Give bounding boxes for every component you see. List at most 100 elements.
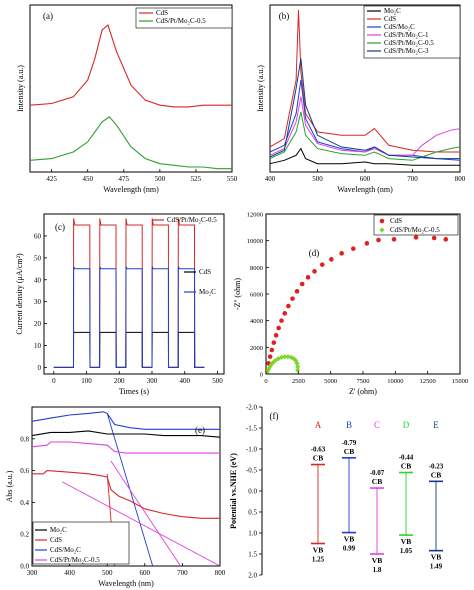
- panel-d-point: [291, 356, 297, 362]
- panel-f-y-tick-label: 0.0: [248, 488, 257, 496]
- panel-b-series-4: [269, 111, 461, 161]
- panel-c-y-tick-label: 0: [38, 364, 42, 372]
- panel-c-legend: CdS/Pt/Mo₂C-0.5 CdS Mo₂C: [152, 216, 217, 296]
- panel-f-y-tick-label: 1.5: [248, 551, 257, 559]
- panel-e-tag: (e): [195, 425, 205, 435]
- panel-e-x-tick-label: 500: [102, 569, 113, 577]
- panel-c-series-1: [53, 331, 205, 368]
- panel-f-ylabel: Potential vs.NHE (eV): [229, 453, 238, 529]
- panel-f-y-tick-label: -1.5: [246, 425, 258, 433]
- panel-e-series-3: [32, 441, 220, 454]
- panel-d-x-tick-label: 0: [264, 378, 267, 385]
- panel-c-y-tick-label: 60: [34, 232, 42, 240]
- panel-f-y-tick-label: 1.0: [248, 530, 257, 538]
- panel-f-band-label: D: [403, 420, 410, 430]
- panel-e-x-tick-label: 300: [27, 569, 38, 577]
- panel-d-point: [269, 347, 275, 353]
- panel-d-point: [329, 257, 334, 262]
- panel-d-point: [282, 311, 288, 316]
- legend-label: CdS/Pt/Mo₂C-0.5: [167, 216, 217, 224]
- panel-b-x-tick-label: 700: [407, 175, 418, 183]
- panel-f-cb-value: -0.23: [429, 462, 444, 470]
- panel-d-point: [312, 269, 317, 274]
- panel-d-point: [272, 358, 278, 364]
- panel-e-legend: Mo₂C CdS CdS/Mo₂C CdS/Pt/Mo₂C-0.5: [32, 521, 130, 565]
- panel-b-series-0: [269, 147, 460, 166]
- panel-d-x-tick-label: 2500: [292, 378, 305, 385]
- panel-d-point: [443, 237, 449, 242]
- panel-c-x-tick-label: 200: [114, 377, 125, 385]
- panel-d-point: [271, 340, 277, 345]
- panel-c-x-tick-label: 400: [179, 377, 190, 385]
- panel-d-point: [267, 354, 273, 359]
- panel-a-legend-box: [135, 7, 233, 29]
- panel-c-ylabel: Current density (μA/cm²): [15, 253, 24, 335]
- panel-f-y-tick-label: 0.5: [248, 509, 257, 517]
- panel-b-x-tick-label: 400: [265, 175, 276, 183]
- panel-d-ylabel: -Z'' (ohm): [233, 278, 242, 310]
- panel-e-tangent: [110, 460, 181, 566]
- panel-b-xlabel: Wavelength (nm): [337, 185, 393, 194]
- panel-c-series-0: [53, 218, 205, 368]
- panel-e-y-tick-label: 0.8: [20, 435, 29, 443]
- panel-e-series-2: [32, 411, 220, 430]
- panel-d-point: [319, 262, 325, 267]
- panel-c-y-tick-label: 50: [34, 254, 42, 262]
- legend-label: CdS/Mo₂C: [384, 23, 415, 31]
- panel-d-point: [275, 356, 281, 362]
- panel-d-x-tick-label: 10000: [387, 378, 403, 385]
- panel-c-frame: [43, 213, 225, 375]
- panel-e-x-tick-label: 600: [140, 569, 151, 577]
- panel-a-xlabel: Wavelength (nm): [103, 185, 159, 194]
- panel-a-x-tick-label: 475: [119, 175, 130, 183]
- panel-d-point: [376, 237, 381, 243]
- panel-b-series-1: [269, 9, 460, 153]
- panel-e-frame: [31, 406, 221, 567]
- panel-d-point: [288, 354, 294, 360]
- legend-label: CdS/Pt/Mo₂C-0.5: [50, 556, 100, 564]
- panel-e-x-tick-label: 700: [177, 569, 188, 577]
- panel-d-frame: [265, 213, 461, 375]
- panel-e-y-tick-label: 0.6: [20, 467, 29, 475]
- panel-b-tag: (b): [279, 11, 290, 21]
- panel-d-point: [294, 289, 300, 294]
- panel-d-y-tick-label: 12000: [247, 212, 263, 219]
- panel-e-y-tick-label: 0.2: [20, 531, 29, 539]
- panel-d-point: [299, 281, 305, 287]
- panel-a-x-tick-label: 525: [191, 175, 202, 183]
- panel-f-cb-label: CB: [401, 462, 411, 471]
- panel-c-series-2: [53, 266, 205, 368]
- panel-b-series-5: [269, 58, 460, 160]
- panel-f-vb-value: 1.25: [312, 556, 325, 564]
- panel-f-y-tick-label: -1.0: [246, 446, 258, 454]
- panel-f-cb-label: CB: [372, 477, 382, 486]
- legend-marker: [379, 227, 385, 233]
- legend-label: CdS/Pt/Mo₂C-1: [384, 31, 429, 39]
- panel-d-point: [431, 235, 437, 241]
- panel-b-x-tick-label: 500: [312, 175, 323, 183]
- panel-a-frame: [29, 4, 233, 173]
- panel-f-cb-value: -0.63: [311, 446, 326, 454]
- panel-d-point: [286, 303, 291, 309]
- legend-label: Mo₂C: [384, 7, 401, 15]
- panel-d-x-tick-label: 12500: [420, 378, 436, 385]
- panel-d-point: [293, 358, 299, 364]
- panel-d-y-tick-label: 4000: [250, 318, 263, 325]
- panel-e-xlabel: Wavelength (nm): [98, 579, 154, 588]
- panel-e-x-tick-label: 400: [64, 569, 75, 577]
- panel-b-legend: Mo₂CCdSCdS/Mo₂CCdS/Pt/Mo₂C-1CdS/Pt/Mo₂C-…: [363, 5, 461, 59]
- panel-f-vb-value: 1.8: [373, 566, 382, 574]
- panel-d-y-tick-label: 0: [260, 372, 263, 379]
- panel-b-legend-box: [363, 5, 461, 59]
- panel-b-x-tick-label: 800: [455, 175, 466, 183]
- panel-d-y-tick-label: 6000: [250, 292, 263, 299]
- panel-f-cb-label: CB: [431, 470, 441, 479]
- panel-f-vb-label: VB: [313, 546, 323, 555]
- panel-a-x-tick-label: 425: [46, 175, 57, 183]
- panel-f-y-tick-label: -2.0: [246, 404, 258, 412]
- panel-d-x-tick-label: 5000: [324, 378, 337, 385]
- panel-d-legend-box: [373, 214, 459, 236]
- panel-d-point: [282, 354, 288, 360]
- panel-d-x-tick-label: 15000: [452, 378, 468, 385]
